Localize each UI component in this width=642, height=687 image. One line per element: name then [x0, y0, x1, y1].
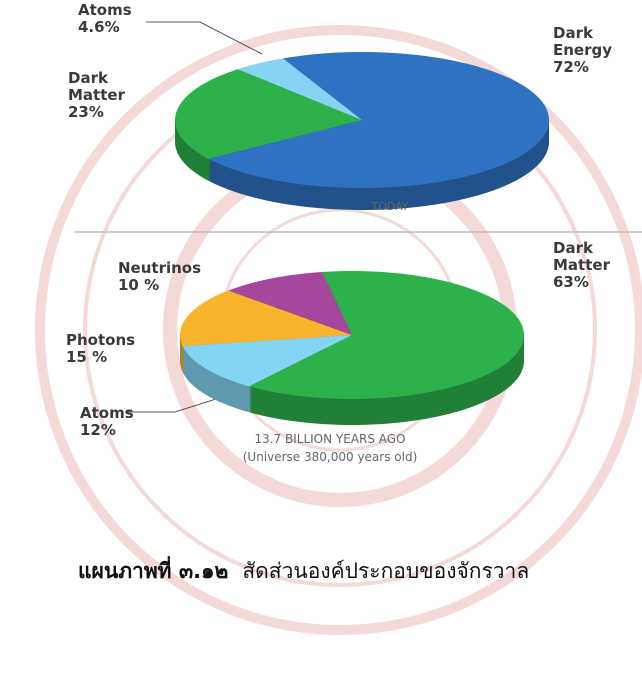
pie-slice [248, 271, 524, 399]
pie-slice [208, 52, 549, 188]
pie-slice [228, 271, 352, 335]
pie-label: Atoms 4.6% [78, 2, 148, 36]
label-name: Dark Energy [553, 24, 613, 59]
label-value: 15 % [66, 348, 108, 366]
label-value: 4.6% [78, 18, 120, 36]
pie-label: Dark Matter 63% [553, 240, 623, 291]
caption-text: สัดส่วนองค์ประกอบของจักรวาล [242, 559, 530, 583]
label-value: 72% [553, 58, 589, 76]
pie-slice [237, 58, 362, 120]
caption: แผนภาพที่ ๓.๑๒ สัดส่วนองค์ประกอบของจักรวา… [78, 555, 529, 588]
pie-annotation: (Universe 380,000 years old) [242, 450, 418, 464]
label-name: Atoms [80, 404, 134, 422]
pie-label: Photons 15 % [66, 332, 156, 366]
label-name: Dark Matter [68, 69, 125, 104]
label-value: 23% [68, 103, 104, 121]
pie-label: Neutrinos 10 % [118, 260, 228, 294]
pie-slice [175, 69, 362, 159]
label-value: 12% [80, 421, 116, 439]
pie-slice [180, 290, 352, 347]
pie-slice [182, 335, 352, 387]
caption-label: แผนภาพที่ ๓.๑๒ [78, 559, 229, 583]
pie-label: Dark Matter 23% [68, 70, 138, 121]
label-name: Neutrinos [118, 259, 202, 277]
label-value: 63% [553, 273, 589, 291]
pie-label: Dark Energy 72% [553, 25, 633, 76]
pie-label: Atoms 12% [80, 405, 160, 439]
pie-subtitle: 13.7 BILLION YEARS AGO [254, 432, 406, 446]
label-value: 10 % [118, 276, 160, 294]
label-name: Dark Matter [553, 239, 610, 274]
label-name: Photons [66, 331, 136, 349]
label-name: Atoms [78, 1, 132, 19]
pie-subtitle: TODAY [371, 200, 409, 213]
